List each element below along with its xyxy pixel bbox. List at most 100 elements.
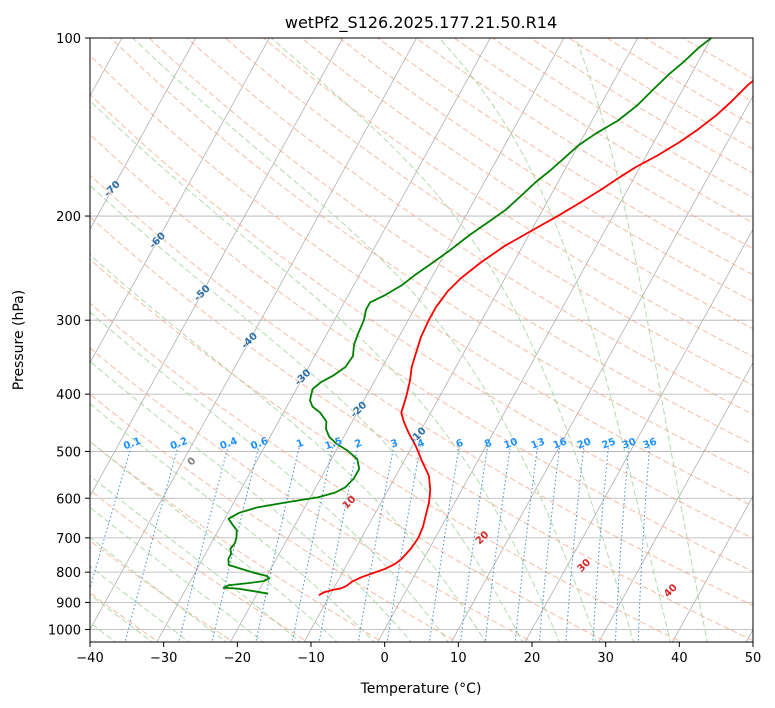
mixing-ratio-label: 0.1 bbox=[122, 436, 142, 452]
mixing-ratio-line bbox=[565, 446, 585, 642]
moist-adiabat bbox=[90, 184, 524, 642]
mixing-ratio-label: 36 bbox=[642, 437, 659, 452]
dry-adiabat bbox=[224, 38, 753, 386]
plot-frame bbox=[89, 37, 754, 643]
mixing-ratio-line bbox=[357, 446, 395, 642]
y-tick-label: 400 bbox=[56, 388, 81, 403]
dry-adiabat bbox=[491, 38, 753, 199]
x-axis-title: Temperature (°C) bbox=[360, 681, 482, 697]
mixing-ratio-label: 8 bbox=[483, 438, 493, 451]
mixing-ratio-label: 0.6 bbox=[249, 436, 269, 452]
mixing-ratio-line bbox=[428, 446, 460, 642]
mixing-ratio-label: 25 bbox=[600, 436, 617, 451]
dry-adiabat-label: -70 bbox=[102, 179, 123, 200]
mixing-ratio-line bbox=[90, 446, 132, 591]
isotherm-line bbox=[90, 38, 197, 231]
dry-adiabat bbox=[90, 440, 384, 642]
y-tick-label: 700 bbox=[56, 532, 81, 547]
isotherm-line bbox=[90, 38, 344, 497]
mixing-ratio-label: 6 bbox=[455, 438, 465, 451]
mixing-ratio-line bbox=[211, 446, 260, 642]
mixing-ratio-line bbox=[124, 446, 179, 642]
moist-adiabat bbox=[575, 38, 708, 642]
y-tick-label: 1000 bbox=[48, 623, 81, 638]
moist-adiabat bbox=[438, 38, 671, 642]
moist-adiabat-label: 20 bbox=[474, 529, 492, 547]
dry-adiabat bbox=[529, 38, 753, 174]
temperature-profile bbox=[318, 79, 753, 596]
mixing-ratio-label: 3 bbox=[389, 438, 399, 451]
mixing-ratio-line bbox=[386, 446, 421, 642]
dry-adiabat bbox=[682, 38, 753, 80]
x-tick-label: 30 bbox=[597, 651, 614, 666]
dry-adiabat bbox=[90, 133, 753, 573]
dry-adiabat-label: -50 bbox=[192, 283, 213, 304]
isotherm-line bbox=[598, 361, 753, 642]
dry-adiabat-label: -60 bbox=[148, 231, 169, 252]
moist-adiabat-label: 0 bbox=[186, 455, 199, 468]
mixing-ratio-label: 13 bbox=[530, 437, 547, 452]
mixing-ratio-label: 4 bbox=[416, 438, 426, 451]
axes: −40 −30 −20 −10 0 10 20 30 40 5010020030040050060… bbox=[48, 32, 761, 666]
y-axis-title: Pressure (hPa) bbox=[11, 290, 27, 390]
dry-adiabat bbox=[262, 38, 753, 358]
mixing-ratio-label: 10 bbox=[502, 436, 519, 451]
moist-adiabat bbox=[90, 311, 449, 642]
mixing-ratio-line bbox=[614, 446, 630, 642]
moist-adiabat bbox=[90, 506, 264, 642]
mixing-ratio-line bbox=[318, 446, 359, 642]
y-tick-label: 100 bbox=[56, 32, 81, 47]
mixing-ratio-line bbox=[484, 446, 511, 642]
dry-adiabat bbox=[415, 38, 753, 250]
x-tick-label: −40 bbox=[76, 651, 103, 666]
x-tick-label: −20 bbox=[224, 651, 251, 666]
isotherm-line bbox=[745, 628, 753, 642]
x-tick-label: −30 bbox=[150, 651, 177, 666]
dry-adiabat-label: -40 bbox=[239, 331, 260, 352]
dry-adiabat-label: -30 bbox=[293, 368, 314, 389]
moist-adiabat bbox=[90, 360, 412, 642]
y-tick-label: 800 bbox=[56, 566, 81, 581]
mixing-ratio-line bbox=[514, 446, 539, 642]
dry-adiabat bbox=[90, 592, 160, 642]
y-tick-label: 300 bbox=[56, 314, 81, 329]
mixing-ratio-label: 20 bbox=[576, 436, 593, 451]
y-tick-label: 900 bbox=[56, 596, 81, 611]
dry-adiabat bbox=[110, 38, 753, 476]
isotherm-line bbox=[303, 38, 639, 642]
y-tick-label: 500 bbox=[56, 445, 81, 460]
dry-adiabat bbox=[90, 258, 683, 642]
y-tick-label: 600 bbox=[56, 492, 81, 507]
dry-adiabat bbox=[90, 540, 234, 642]
mixing-ratio-line bbox=[592, 446, 609, 642]
isotherm-line bbox=[90, 38, 270, 364]
moist-adiabat bbox=[90, 403, 375, 642]
isotherm-line bbox=[524, 228, 753, 642]
moist-adiabat bbox=[90, 253, 486, 642]
dry-adiabat bbox=[90, 93, 753, 540]
dry-adiabat-label: -80 bbox=[54, 132, 75, 153]
moist-adiabat bbox=[90, 565, 190, 642]
dry-adiabat bbox=[300, 38, 753, 330]
mixing-ratio-line bbox=[538, 446, 561, 642]
mixing-ratio-label: 16 bbox=[552, 437, 569, 452]
dry-adiabat bbox=[644, 38, 753, 103]
plot-area: -100-90-80-70-60-50-40-30-20-10010203040… bbox=[54, 38, 753, 642]
x-tick-label: 40 bbox=[671, 651, 688, 666]
moist-adiabat-label: 40 bbox=[662, 582, 680, 600]
mixing-ratio-label: 2 bbox=[353, 438, 363, 451]
isotherm-line bbox=[671, 495, 753, 642]
dewpoint-profile bbox=[222, 38, 712, 595]
isotherm-line bbox=[156, 38, 491, 642]
dry-adiabat bbox=[90, 54, 753, 507]
moist-adiabat bbox=[132, 38, 598, 642]
mixing-ratio-line bbox=[255, 446, 300, 642]
mixing-ratio-label: 0.4 bbox=[219, 436, 239, 452]
isotherm-line bbox=[229, 38, 565, 642]
dry-adiabat bbox=[186, 38, 753, 415]
moist-adiabat bbox=[90, 440, 338, 642]
isotherm-line bbox=[90, 38, 418, 631]
x-tick-label: −10 bbox=[297, 651, 324, 666]
